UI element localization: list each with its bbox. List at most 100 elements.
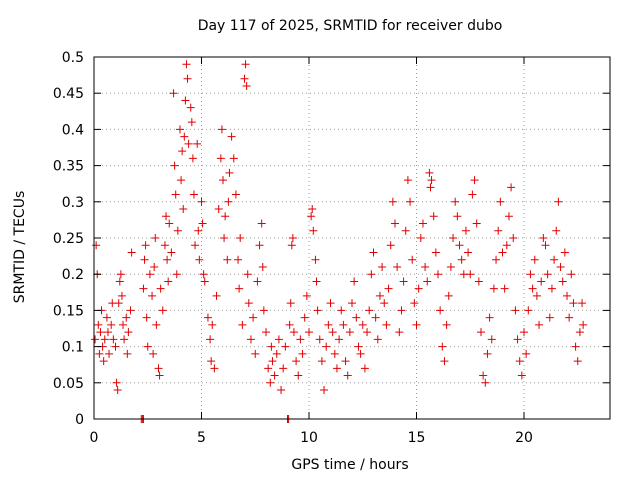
data-point bbox=[178, 147, 187, 156]
data-point bbox=[127, 248, 136, 257]
data-point bbox=[109, 335, 118, 344]
data-point bbox=[449, 234, 458, 242]
data-point bbox=[330, 349, 339, 358]
data-point bbox=[418, 219, 427, 228]
data-point bbox=[399, 277, 408, 286]
y-tick-label: 0.5 bbox=[62, 50, 84, 66]
data-point bbox=[395, 328, 404, 337]
data-point bbox=[530, 255, 539, 264]
data-point bbox=[393, 262, 402, 271]
data-point bbox=[485, 313, 494, 322]
data-point bbox=[550, 255, 559, 264]
data-point bbox=[183, 74, 192, 83]
data-point bbox=[100, 335, 109, 344]
data-point bbox=[292, 357, 301, 366]
data-point bbox=[444, 291, 453, 300]
data-point bbox=[191, 241, 200, 250]
data-point bbox=[541, 241, 550, 250]
data-point bbox=[464, 248, 473, 257]
data-point bbox=[360, 364, 369, 373]
data-point bbox=[172, 270, 181, 279]
x-tick-label: 0 bbox=[90, 430, 99, 446]
data-point bbox=[309, 226, 318, 235]
data-point bbox=[107, 320, 116, 329]
data-point bbox=[528, 284, 537, 293]
data-point bbox=[520, 328, 528, 337]
axis-ticks: 0 0.05 0.1 0.15 0.2 0.25 0.3 0.35 0.4 0.45 0.5 0 5 10… bbox=[53, 50, 610, 446]
data-point bbox=[203, 313, 212, 322]
data-point bbox=[311, 255, 320, 264]
data-point bbox=[287, 241, 296, 250]
data-point bbox=[472, 219, 481, 228]
data-point bbox=[509, 234, 518, 242]
data-point bbox=[427, 176, 436, 185]
data-point bbox=[162, 212, 171, 221]
data-point bbox=[556, 262, 565, 271]
data-point bbox=[324, 320, 333, 329]
data-point bbox=[251, 349, 260, 358]
data-point bbox=[537, 277, 546, 286]
data-point bbox=[567, 270, 576, 279]
data-point bbox=[181, 96, 190, 105]
data-point bbox=[543, 270, 552, 279]
data-point bbox=[189, 190, 198, 199]
data-point bbox=[410, 299, 419, 308]
plot-frame bbox=[93, 56, 611, 420]
data-point bbox=[375, 291, 384, 300]
data-point bbox=[388, 197, 397, 206]
data-point bbox=[102, 313, 111, 322]
data-point bbox=[317, 357, 326, 366]
data-point bbox=[186, 103, 195, 112]
data-point bbox=[492, 255, 501, 264]
data-point bbox=[193, 139, 202, 148]
data-point bbox=[188, 154, 197, 163]
data-point bbox=[442, 320, 451, 329]
data-point bbox=[380, 299, 389, 308]
data-point bbox=[123, 349, 132, 358]
data-point bbox=[352, 313, 361, 322]
data-point bbox=[431, 248, 440, 257]
data-point bbox=[535, 320, 544, 329]
data-point bbox=[373, 335, 382, 344]
y-tick-label: 0.15 bbox=[53, 303, 84, 319]
data-point bbox=[177, 176, 186, 185]
data-point bbox=[141, 241, 150, 250]
data-point bbox=[477, 328, 485, 337]
data-point bbox=[440, 357, 449, 366]
data-point bbox=[180, 132, 189, 141]
data-point bbox=[386, 241, 395, 250]
data-point bbox=[267, 342, 276, 351]
data-point bbox=[494, 226, 503, 235]
data-point bbox=[378, 262, 387, 271]
data-point bbox=[150, 262, 159, 271]
data-point bbox=[140, 255, 149, 264]
data-point bbox=[95, 349, 104, 358]
data-point bbox=[391, 219, 399, 228]
data-point bbox=[165, 219, 174, 228]
data-point bbox=[122, 313, 131, 322]
data-point bbox=[363, 328, 372, 337]
x-tick-label: 20 bbox=[515, 430, 533, 446]
data-point bbox=[126, 306, 135, 315]
data-point bbox=[94, 320, 103, 329]
data-point bbox=[92, 241, 101, 250]
data-point bbox=[408, 255, 417, 264]
data-point bbox=[268, 357, 277, 366]
data-point bbox=[468, 190, 477, 199]
data-point bbox=[167, 248, 176, 257]
data-point bbox=[285, 320, 294, 329]
data-point bbox=[326, 299, 335, 308]
data-point bbox=[466, 270, 475, 279]
data-point bbox=[371, 313, 380, 322]
data-point bbox=[335, 335, 344, 344]
y-tick-label: 0.05 bbox=[53, 376, 84, 392]
data-point bbox=[453, 212, 462, 221]
data-point bbox=[264, 364, 273, 373]
data-point bbox=[545, 313, 554, 322]
data-point bbox=[120, 335, 129, 344]
data-point bbox=[220, 234, 229, 242]
y-tick-label: 0.1 bbox=[62, 340, 84, 356]
data-point bbox=[91, 335, 100, 344]
data-point bbox=[500, 284, 509, 293]
y-tick-label: 0.25 bbox=[53, 231, 84, 247]
